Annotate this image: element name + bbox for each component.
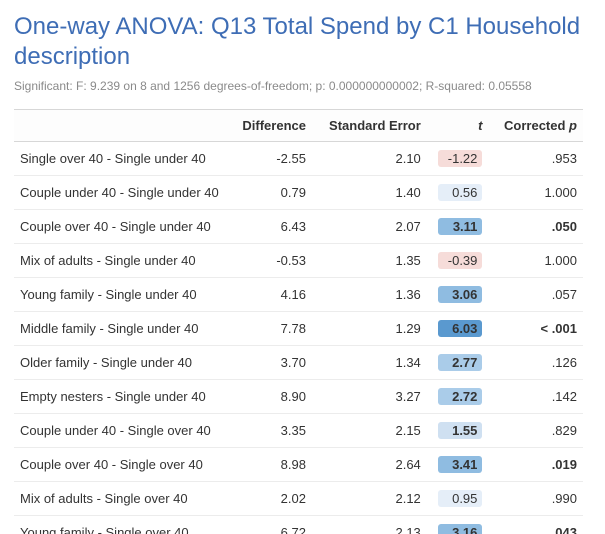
cell-difference: 6.43 bbox=[225, 209, 312, 243]
col-header-label bbox=[14, 109, 225, 141]
t-value: 6.03 bbox=[438, 320, 482, 337]
cell-corrected-p: 1.000 bbox=[488, 175, 583, 209]
t-value: 3.41 bbox=[438, 456, 482, 473]
table-row: Couple under 40 - Single over 403.352.15… bbox=[14, 413, 583, 447]
cell-corrected-p: .953 bbox=[488, 141, 583, 175]
table-row: Empty nesters - Single under 408.903.27 2… bbox=[14, 379, 583, 413]
t-value: -0.39 bbox=[438, 252, 482, 269]
table-row: Young family - Single over 406.722.13 3.1… bbox=[14, 515, 583, 534]
page-title: One-way ANOVA: Q13 Total Spend by C1 Hou… bbox=[14, 12, 583, 72]
table-header-row: Difference Standard Error t Corrected p bbox=[14, 109, 583, 141]
cell-t: 0.95 bbox=[427, 481, 489, 515]
t-value: 3.11 bbox=[438, 218, 482, 235]
t-value: -1.22 bbox=[438, 150, 482, 167]
col-header-corrected-p: Corrected p bbox=[488, 109, 583, 141]
row-label: Mix of adults - Single over 40 bbox=[14, 481, 225, 515]
cell-standard-error: 2.12 bbox=[312, 481, 427, 515]
cell-standard-error: 2.64 bbox=[312, 447, 427, 481]
cell-corrected-p: .050 bbox=[488, 209, 583, 243]
cell-t: 3.06 bbox=[427, 277, 489, 311]
row-label: Couple under 40 - Single over 40 bbox=[14, 413, 225, 447]
row-label: Couple over 40 - Single over 40 bbox=[14, 447, 225, 481]
table-row: Mix of adults - Single under 40-0.531.35… bbox=[14, 243, 583, 277]
row-label: Single over 40 - Single under 40 bbox=[14, 141, 225, 175]
results-scroll-pane[interactable]: One-way ANOVA: Q13 Total Spend by C1 Hou… bbox=[0, 0, 597, 534]
cell-standard-error: 3.27 bbox=[312, 379, 427, 413]
row-label: Mix of adults - Single under 40 bbox=[14, 243, 225, 277]
cell-difference: -2.55 bbox=[225, 141, 312, 175]
cell-difference: 4.16 bbox=[225, 277, 312, 311]
cell-corrected-p: .829 bbox=[488, 413, 583, 447]
cell-standard-error: 2.15 bbox=[312, 413, 427, 447]
t-value: 3.16 bbox=[438, 524, 482, 534]
cell-corrected-p: .019 bbox=[488, 447, 583, 481]
cell-difference: 8.90 bbox=[225, 379, 312, 413]
t-value: 2.77 bbox=[438, 354, 482, 371]
cell-difference: 3.70 bbox=[225, 345, 312, 379]
cell-t: 2.72 bbox=[427, 379, 489, 413]
cell-t: 6.03 bbox=[427, 311, 489, 345]
cell-difference: 7.78 bbox=[225, 311, 312, 345]
t-value: 3.06 bbox=[438, 286, 482, 303]
cell-t: 3.41 bbox=[427, 447, 489, 481]
cell-difference: -0.53 bbox=[225, 243, 312, 277]
row-label: Middle family - Single under 40 bbox=[14, 311, 225, 345]
anova-summary: Significant: F: 9.239 on 8 and 1256 degr… bbox=[14, 78, 583, 95]
cell-corrected-p: .990 bbox=[488, 481, 583, 515]
cell-t: 0.56 bbox=[427, 175, 489, 209]
cell-corrected-p: .142 bbox=[488, 379, 583, 413]
row-label: Older family - Single under 40 bbox=[14, 345, 225, 379]
cell-t: -0.39 bbox=[427, 243, 489, 277]
table-row: Single over 40 - Single under 40-2.552.1… bbox=[14, 141, 583, 175]
table-row: Couple over 40 - Single under 406.432.07… bbox=[14, 209, 583, 243]
anova-table: Difference Standard Error t Corrected p … bbox=[14, 109, 583, 534]
cell-standard-error: 1.35 bbox=[312, 243, 427, 277]
anova-table-body: Single over 40 - Single under 40-2.552.1… bbox=[14, 141, 583, 534]
cell-t: -1.22 bbox=[427, 141, 489, 175]
cell-t: 1.55 bbox=[427, 413, 489, 447]
cell-difference: 2.02 bbox=[225, 481, 312, 515]
t-value: 1.55 bbox=[438, 422, 482, 439]
t-value: 0.56 bbox=[438, 184, 482, 201]
col-header-difference: Difference bbox=[225, 109, 312, 141]
row-label: Young family - Single over 40 bbox=[14, 515, 225, 534]
cell-difference: 8.98 bbox=[225, 447, 312, 481]
cell-standard-error: 1.34 bbox=[312, 345, 427, 379]
cell-difference: 6.72 bbox=[225, 515, 312, 534]
cell-standard-error: 1.40 bbox=[312, 175, 427, 209]
row-label: Young family - Single under 40 bbox=[14, 277, 225, 311]
cell-standard-error: 2.10 bbox=[312, 141, 427, 175]
table-row: Mix of adults - Single over 402.022.12 0.… bbox=[14, 481, 583, 515]
table-row: Older family - Single under 403.701.34 2.… bbox=[14, 345, 583, 379]
row-label: Couple over 40 - Single under 40 bbox=[14, 209, 225, 243]
table-row: Couple under 40 - Single under 400.791.4… bbox=[14, 175, 583, 209]
cell-standard-error: 1.29 bbox=[312, 311, 427, 345]
cell-corrected-p: .043 bbox=[488, 515, 583, 534]
cell-standard-error: 2.13 bbox=[312, 515, 427, 534]
cell-corrected-p: .126 bbox=[488, 345, 583, 379]
cell-t: 2.77 bbox=[427, 345, 489, 379]
col-header-t: t bbox=[427, 109, 489, 141]
cell-corrected-p: 1.000 bbox=[488, 243, 583, 277]
cell-corrected-p: .057 bbox=[488, 277, 583, 311]
table-row: Middle family - Single under 407.781.29 6… bbox=[14, 311, 583, 345]
t-value: 2.72 bbox=[438, 388, 482, 405]
cell-corrected-p: < .001 bbox=[488, 311, 583, 345]
cell-difference: 3.35 bbox=[225, 413, 312, 447]
table-row: Young family - Single under 404.161.36 3.… bbox=[14, 277, 583, 311]
col-header-standard-error: Standard Error bbox=[312, 109, 427, 141]
row-label: Couple under 40 - Single under 40 bbox=[14, 175, 225, 209]
table-row: Couple over 40 - Single over 408.982.64 3… bbox=[14, 447, 583, 481]
cell-difference: 0.79 bbox=[225, 175, 312, 209]
t-value: 0.95 bbox=[438, 490, 482, 507]
row-label: Empty nesters - Single under 40 bbox=[14, 379, 225, 413]
cell-standard-error: 2.07 bbox=[312, 209, 427, 243]
cell-t: 3.11 bbox=[427, 209, 489, 243]
cell-t: 3.16 bbox=[427, 515, 489, 534]
cell-standard-error: 1.36 bbox=[312, 277, 427, 311]
